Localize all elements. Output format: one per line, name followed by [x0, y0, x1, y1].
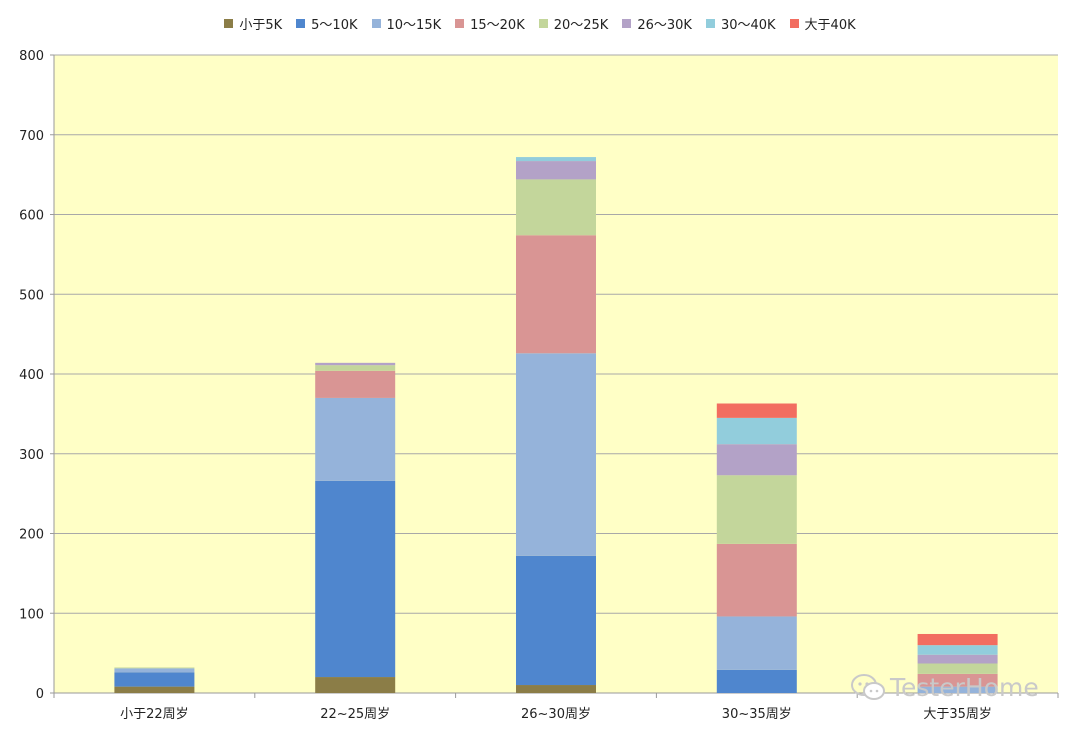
bar-segment [516, 685, 596, 693]
bar-segment [114, 667, 195, 669]
legend-swatch [538, 19, 548, 28]
legend-item: 30～40K [705, 14, 776, 33]
legend-swatch [622, 19, 632, 28]
y-tick-label: 600 [19, 209, 44, 224]
bar-segment [716, 417, 797, 445]
bar-segment [516, 161, 596, 180]
y-tick-label: 700 [19, 129, 44, 144]
legend-item: 15～20K [455, 14, 525, 33]
y-tick-label: 0 [36, 687, 44, 702]
bar-segment [114, 686, 195, 693]
legend-item: 5～10K [296, 14, 358, 33]
watermark-text: TesterHome [890, 672, 1039, 702]
legend-label: 小于5K [239, 18, 283, 33]
bar-segment [917, 633, 998, 646]
chat-bubble-icon [851, 674, 885, 700]
bar-segment [917, 654, 998, 664]
legend-swatch [296, 19, 306, 28]
bar-segment [114, 668, 195, 673]
bar-segment [315, 362, 396, 366]
y-tick-label: 300 [19, 448, 44, 463]
y-tick-label: 400 [19, 368, 44, 383]
bar-segment [716, 669, 797, 693]
legend-label: 5～10K [311, 18, 358, 33]
x-tick-label: 30~35周岁 [722, 707, 792, 722]
legend-swatch [789, 19, 799, 28]
legend-item: 小于5K [224, 14, 282, 33]
legend-item: 10～15K [371, 14, 442, 33]
bar-segment [516, 235, 596, 354]
legend-label: 30～40K [720, 18, 776, 33]
legend-label: 大于40K [804, 18, 856, 33]
bar-segment [716, 444, 797, 476]
legend-item: 20～25K [538, 14, 609, 33]
y-tick-label: 200 [19, 528, 44, 543]
legend-item: 大于40K [789, 14, 856, 33]
y-tick-label: 100 [19, 607, 44, 622]
x-tick-label: 26~30周岁 [521, 707, 591, 722]
bar-segment [114, 672, 195, 687]
legend-label: 15～20K [470, 18, 525, 33]
bar-segment [516, 179, 596, 236]
legend-swatch [371, 19, 381, 28]
bar-segment [917, 645, 998, 655]
chart-legend: 小于5K 5～10K 10～15K 15～20K 20～25K 26～30K 30～40K 大… [0, 14, 1080, 33]
x-tick-label: 大于35周岁 [923, 707, 992, 722]
bar-segment [516, 555, 596, 686]
bar-segment [315, 397, 396, 481]
legend-swatch [705, 19, 715, 28]
bar-segment [516, 157, 596, 162]
bar-segment [917, 673, 998, 687]
legend-label: 20～25K [553, 18, 609, 33]
x-tick-label: 小于22周岁 [120, 707, 189, 722]
bar-segment [917, 663, 998, 674]
bar-segment [716, 475, 797, 544]
y-tick-label: 500 [19, 288, 44, 303]
bar-segment [917, 686, 998, 693]
bar-segment [516, 353, 596, 556]
bar-segment [315, 677, 396, 693]
bar-segment [315, 480, 396, 678]
legend-item: 26～30K [622, 14, 692, 33]
bar-segment [716, 403, 797, 418]
y-tick-label: 800 [19, 49, 44, 64]
bar-segment [315, 365, 396, 371]
bar-segment [716, 543, 797, 617]
legend-label: 10～15K [386, 18, 442, 33]
watermark: TesterHome [850, 672, 1039, 702]
legend-swatch [455, 19, 465, 28]
legend-label: 26～30K [637, 18, 692, 33]
x-tick-label: 22~25周岁 [320, 707, 390, 722]
bar-segment [716, 616, 797, 670]
legend-swatch [224, 19, 234, 28]
bar-segment [315, 370, 396, 398]
